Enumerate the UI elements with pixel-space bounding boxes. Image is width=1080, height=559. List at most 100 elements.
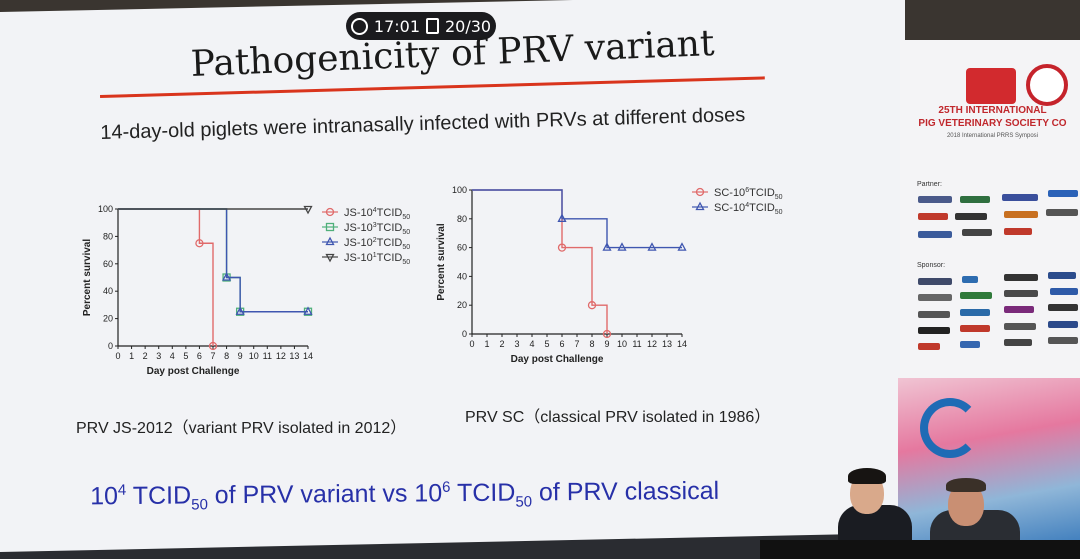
sponsor-logo bbox=[1004, 306, 1034, 313]
y-tick-label: 80 bbox=[457, 214, 467, 224]
x-tick-label: 14 bbox=[677, 339, 687, 349]
partner-logo bbox=[918, 231, 952, 238]
sponsor-logo bbox=[918, 294, 952, 301]
x-tick-label: 11 bbox=[263, 351, 272, 361]
presentation-timer: 17:01 20/30 bbox=[346, 12, 496, 40]
x-tick-label: 9 bbox=[238, 351, 243, 361]
sponsor-logo bbox=[918, 327, 950, 334]
data-point bbox=[303, 306, 313, 315]
presenter-desk bbox=[760, 540, 1080, 559]
x-tick-label: 12 bbox=[276, 351, 286, 361]
sponsor-logo bbox=[960, 309, 990, 316]
x-tick-label: 2 bbox=[143, 351, 148, 361]
partner-logo bbox=[1004, 211, 1038, 218]
series-line bbox=[472, 189, 608, 334]
x-tick-label: 11 bbox=[632, 339, 641, 349]
y-tick-label: 80 bbox=[103, 231, 113, 241]
y-tick-label: 20 bbox=[457, 300, 467, 310]
y-tick-label: 60 bbox=[103, 259, 113, 269]
y-tick-label: 100 bbox=[452, 185, 467, 195]
sponsor-label: Sponsor: bbox=[917, 262, 946, 269]
conference-title: 25TH INTERNATIONAL PIG VETERINARY SOCIET… bbox=[918, 105, 1067, 139]
y-tick-label: 0 bbox=[462, 329, 467, 339]
sponsor-logo bbox=[918, 311, 950, 318]
data-point bbox=[617, 242, 627, 251]
partner-label: Partner: bbox=[917, 181, 942, 188]
data-point bbox=[647, 242, 657, 251]
x-tick-label: 0 bbox=[115, 351, 120, 361]
x-axis-label: Day post Challenge bbox=[147, 366, 240, 377]
data-point bbox=[602, 242, 612, 251]
x-axis-label: Day post Challenge bbox=[511, 354, 604, 365]
partner-logo bbox=[1002, 194, 1038, 201]
clock-icon bbox=[350, 17, 368, 35]
partner-logo bbox=[918, 196, 952, 203]
legend-label: JS-102TCID50 bbox=[344, 237, 410, 251]
legend-marker bbox=[325, 222, 335, 232]
data-point bbox=[557, 243, 567, 252]
partner-logo bbox=[960, 196, 990, 203]
legend-label: SC-104TCID50 bbox=[714, 202, 783, 216]
legend-marker bbox=[325, 253, 335, 263]
x-tick-label: 2 bbox=[499, 339, 504, 349]
legend-marker bbox=[325, 207, 335, 217]
x-tick-label: 9 bbox=[604, 339, 609, 349]
x-tick-label: 12 bbox=[647, 339, 657, 349]
x-tick-label: 10 bbox=[249, 351, 259, 361]
x-tick-label: 6 bbox=[559, 339, 564, 349]
sponsor-logo bbox=[960, 325, 990, 332]
data-point bbox=[195, 239, 204, 248]
partner-logo bbox=[962, 229, 992, 236]
sponsor-logo bbox=[918, 278, 952, 285]
partner-logo bbox=[1048, 190, 1078, 197]
sponsor-logo bbox=[962, 276, 978, 283]
slide-counter: 20/30 bbox=[445, 16, 492, 36]
legend-marker bbox=[695, 187, 705, 197]
conference-logo bbox=[966, 68, 1016, 104]
legend-marker bbox=[695, 201, 705, 211]
sponsor-logo bbox=[1050, 288, 1078, 295]
dose-comparison: 104 TCID50 of PRV variant vs 106 TCID50 … bbox=[90, 476, 720, 514]
y-axis-label: Percent survival bbox=[436, 223, 447, 300]
sponsor-logo bbox=[918, 343, 940, 350]
sponsor-logo bbox=[960, 292, 992, 299]
speaker-right-hair bbox=[946, 478, 986, 492]
x-tick-label: 7 bbox=[210, 351, 215, 361]
sponsor-logo bbox=[1048, 321, 1078, 328]
partner-logo bbox=[1046, 209, 1078, 216]
x-tick-label: 8 bbox=[224, 351, 229, 361]
y-axis-label: Percent survival bbox=[82, 239, 93, 316]
legend-label: JS-104TCID50 bbox=[344, 207, 410, 221]
x-tick-label: 3 bbox=[514, 339, 519, 349]
data-point bbox=[303, 205, 313, 215]
x-tick-label: 0 bbox=[469, 339, 474, 349]
sponsor-logo bbox=[1048, 304, 1078, 311]
data-point bbox=[587, 301, 597, 310]
swirl-graphic bbox=[920, 398, 980, 458]
sponsor-logo bbox=[1004, 290, 1038, 297]
y-tick-label: 20 bbox=[103, 314, 113, 324]
x-tick-label: 5 bbox=[183, 351, 188, 361]
sponsor-logo bbox=[1048, 337, 1078, 344]
legend-label: SC-106TCID50 bbox=[714, 187, 783, 201]
data-point bbox=[235, 306, 245, 315]
society-seal-logo bbox=[1026, 64, 1068, 106]
legend-label: JS-101TCID50 bbox=[344, 252, 410, 266]
sponsor-logo bbox=[960, 341, 980, 348]
data-point bbox=[677, 242, 687, 251]
x-tick-label: 13 bbox=[289, 351, 299, 361]
x-tick-label: 4 bbox=[170, 351, 175, 361]
data-point bbox=[208, 341, 218, 351]
partner-logo bbox=[1004, 228, 1032, 235]
caption-sc: PRV SC（classical PRV isolated in 1986） bbox=[465, 409, 771, 426]
x-tick-label: 8 bbox=[589, 339, 594, 349]
x-tick-label: 3 bbox=[156, 351, 161, 361]
x-tick-label: 1 bbox=[129, 351, 134, 361]
x-tick-label: 4 bbox=[529, 339, 534, 349]
slide-icon bbox=[426, 18, 439, 34]
x-tick-label: 6 bbox=[197, 351, 202, 361]
data-point bbox=[602, 329, 612, 339]
series-line bbox=[118, 208, 214, 346]
